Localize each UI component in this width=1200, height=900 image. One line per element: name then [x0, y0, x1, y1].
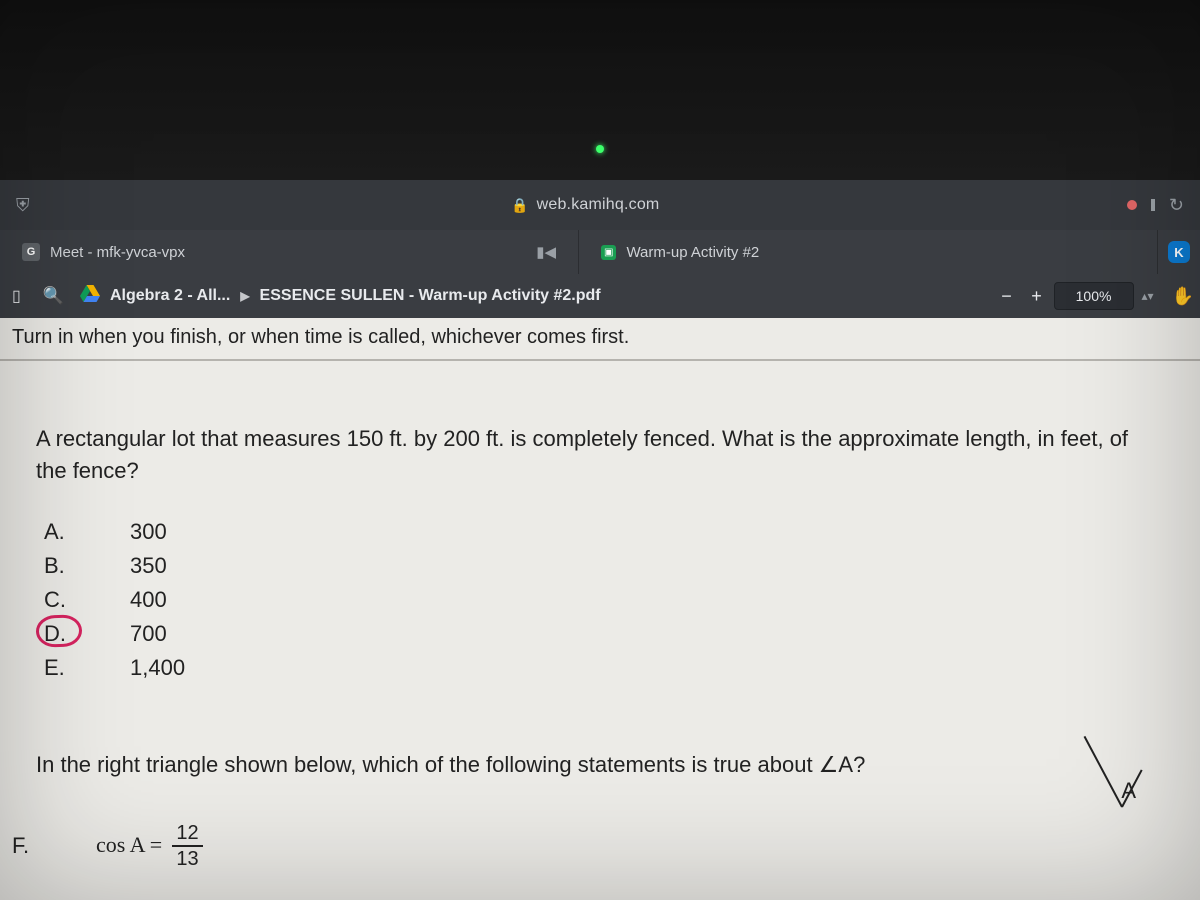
choice-e: E. 1,400: [44, 651, 1164, 685]
fraction-numerator: 12: [172, 823, 202, 847]
breadcrumb: Algebra 2 - All... ▶ ESSENCE SULLEN - Wa…: [110, 287, 601, 305]
kami-toolbar: ▯ 🔍 Algebra 2 - All... ▶ ESSENCE SULLEN …: [0, 274, 1200, 318]
url-display[interactable]: 🔒 web.kamihq.com: [44, 196, 1127, 214]
question-1-prompt: A rectangular lot that measures 150 ft. …: [36, 423, 1164, 487]
choice-letter: B.: [44, 549, 78, 583]
choice-b: B. 350: [44, 549, 1164, 583]
panel-icon[interactable]: ▯: [6, 286, 27, 306]
url-text: web.kamihq.com: [537, 196, 660, 214]
lock-icon: 🔒: [511, 197, 529, 214]
zoom-value[interactable]: 100%: [1054, 282, 1134, 310]
equation: cos A = 12 13: [96, 823, 203, 869]
urlbar-right: ↻: [1127, 195, 1184, 216]
breadcrumb-folder[interactable]: Algebra 2 - All...: [110, 287, 230, 305]
hand-tool-icon[interactable]: ✋: [1172, 286, 1194, 307]
tab-warmup[interactable]: ▣ Warm-up Activity #2: [579, 230, 1158, 274]
breadcrumb-doc[interactable]: ESSENCE SULLEN - Warm-up Activity #2.pdf: [260, 287, 601, 305]
zoom-in-button[interactable]: +: [1024, 283, 1050, 309]
choice-letter: A.: [44, 515, 78, 549]
fraction-denominator: 13: [176, 847, 198, 869]
choice-value: 700: [130, 617, 167, 651]
tab-label: Warm-up Activity #2: [626, 244, 759, 261]
instruction-banner: Turn in when you finish, or when time is…: [0, 318, 1200, 361]
search-icon[interactable]: 🔍: [37, 286, 70, 306]
drive-icon[interactable]: [80, 285, 100, 307]
choice-c: C. 400: [44, 583, 1164, 617]
choice-letter: C.: [44, 583, 78, 617]
kami-app-icon[interactable]: K: [1168, 241, 1190, 263]
record-icon[interactable]: [1127, 200, 1137, 210]
choice-letter: F.: [12, 833, 42, 859]
tab-meet[interactable]: G Meet - mfk-yvca-vpx ▮◀: [0, 230, 579, 274]
zoom-out-button[interactable]: −: [994, 283, 1020, 309]
camera-dot: [596, 145, 604, 153]
q2-text: In the right triangle shown below, which…: [36, 752, 819, 777]
chevron-right-icon: ▶: [240, 289, 249, 303]
classroom-icon: ▣: [601, 245, 616, 260]
choice-letter: D.: [44, 617, 78, 651]
document-page[interactable]: Turn in when you finish, or when time is…: [0, 318, 1200, 900]
choice-letter: E.: [44, 651, 78, 685]
google-icon: G: [22, 243, 40, 261]
camera-bar: [0, 0, 1200, 180]
document-content: A rectangular lot that measures 150 ft. …: [0, 361, 1200, 869]
triangle-figure: A: [980, 800, 1140, 890]
question-2-prompt: In the right triangle shown below, which…: [36, 749, 1164, 781]
choice-value: 1,400: [130, 651, 185, 685]
choice-value: 300: [130, 515, 167, 549]
zoom-controls: − + 100% ▴▾ ✋: [994, 282, 1194, 310]
browser-chrome: ⛨ 🔒 web.kamihq.com ↻ G Meet - mfk-yvca-v…: [0, 180, 1200, 318]
eq-lhs: cos A =: [96, 832, 162, 857]
choice-value: 400: [130, 583, 167, 617]
choice-value: 350: [130, 549, 167, 583]
record-bar-icon: [1151, 199, 1155, 211]
url-bar: ⛨ 🔒 web.kamihq.com ↻: [0, 180, 1200, 230]
tab-label: Meet - mfk-yvca-vpx: [50, 244, 185, 261]
choice-a: A. 300: [44, 515, 1164, 549]
fraction: 12 13: [172, 823, 202, 869]
shield-icon[interactable]: ⛨: [16, 195, 30, 216]
question-1-choices: A. 300 B. 350 C. 400 D. 700 E. 1,400: [44, 515, 1164, 685]
camera-icon: ▮◀: [536, 243, 556, 261]
choice-d: D. 700: [44, 617, 1164, 651]
choice-letter-text: D.: [44, 621, 66, 646]
zoom-stepper-icon[interactable]: ▴▾: [1142, 289, 1154, 303]
reload-icon[interactable]: ↻: [1169, 195, 1184, 216]
q2-suffix: ?: [853, 752, 865, 777]
tab-bar: G Meet - mfk-yvca-vpx ▮◀ ▣ Warm-up Activ…: [0, 230, 1200, 274]
angle-label: ∠A: [819, 752, 853, 777]
